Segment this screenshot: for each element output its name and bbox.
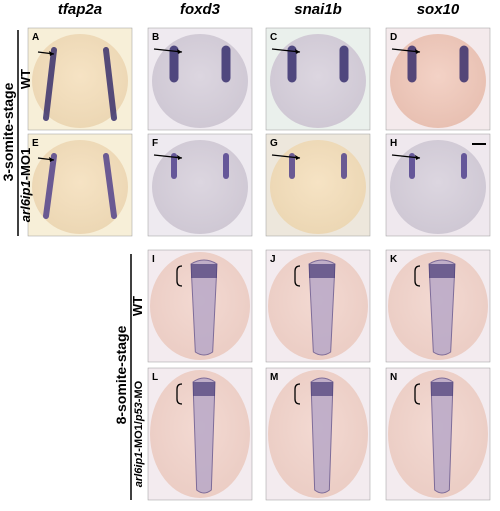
neural-plate — [192, 377, 216, 494]
expression-band — [191, 264, 217, 278]
stage-label: 3-somite-stage — [0, 82, 16, 181]
row-label-part: WT — [18, 69, 33, 89]
row-label-part: arl6ip1 — [18, 180, 33, 222]
panel-letter: B — [152, 32, 159, 43]
embryo — [270, 140, 366, 234]
expression-stripe — [103, 47, 117, 121]
bracket — [294, 265, 301, 287]
bracket — [176, 383, 183, 405]
embryo — [390, 140, 486, 234]
arrow-head — [177, 49, 182, 54]
arrow-head — [49, 51, 54, 56]
panel-letter: L — [152, 372, 158, 383]
arrow-head — [49, 157, 54, 162]
panel-letter: A — [32, 32, 39, 43]
expression-band — [309, 264, 335, 278]
row-label-part: p53 — [133, 402, 145, 422]
arrow-head — [415, 49, 420, 54]
panel-letter: H — [390, 138, 397, 149]
arrow — [271, 154, 301, 159]
column-header: foxd3 — [180, 1, 221, 18]
panel-letter: J — [270, 254, 276, 265]
column-header: sox10 — [417, 1, 460, 18]
panel-letter: C — [270, 32, 277, 43]
panel-letter: F — [152, 138, 158, 149]
expression-band — [311, 382, 333, 396]
row-label: WT — [18, 69, 33, 89]
panel-letter: N — [390, 372, 397, 383]
row-label-part: WT — [130, 296, 145, 316]
panel-letter: G — [270, 138, 278, 149]
neural-plate — [428, 259, 456, 356]
embryo — [152, 140, 248, 234]
arrow — [391, 154, 421, 159]
row-label-part: arl6ip1 — [133, 452, 145, 487]
panel-letter: D — [390, 32, 397, 43]
arrow-head — [295, 155, 300, 160]
expression-band — [431, 382, 453, 396]
embryo — [390, 34, 486, 128]
expression-stripe — [43, 47, 57, 121]
expression-band — [429, 264, 455, 278]
bracket — [414, 265, 421, 287]
arrow-head — [177, 155, 182, 160]
row-label-part: -MO1/ — [133, 421, 145, 452]
bracket — [176, 265, 183, 287]
neural-plate — [430, 377, 454, 494]
panel-letter: K — [390, 254, 398, 265]
arrow — [153, 154, 183, 159]
arrow-head — [295, 49, 300, 54]
stage-label: 8-somite-stage — [113, 325, 129, 424]
expression-band — [193, 382, 215, 396]
arrow — [391, 48, 421, 53]
column-header: snai1b — [294, 1, 342, 18]
expression-stripe — [103, 153, 117, 219]
row-label: WT — [130, 296, 145, 316]
neural-plate — [308, 259, 336, 356]
panel-letter: I — [152, 254, 155, 265]
embryo — [32, 140, 128, 234]
arrow — [271, 48, 301, 53]
arrow-head — [415, 155, 420, 160]
panel-letter: E — [32, 138, 39, 149]
row-label-part: -MO — [133, 380, 145, 402]
expression-stripe — [43, 153, 57, 219]
row-label: arl6ip1-MO1 — [18, 148, 33, 222]
row-label-part: -MO1 — [18, 148, 33, 181]
neural-plate — [190, 259, 218, 356]
embryo — [270, 34, 366, 128]
arrow — [153, 48, 183, 53]
bracket — [414, 383, 421, 405]
neural-plate — [310, 377, 334, 494]
column-header: tfap2a — [58, 1, 102, 18]
bracket — [294, 383, 301, 405]
embryo — [152, 34, 248, 128]
row-label: arl6ip1-MO1/p53-MO — [133, 380, 145, 487]
panel-letter: M — [270, 372, 278, 383]
